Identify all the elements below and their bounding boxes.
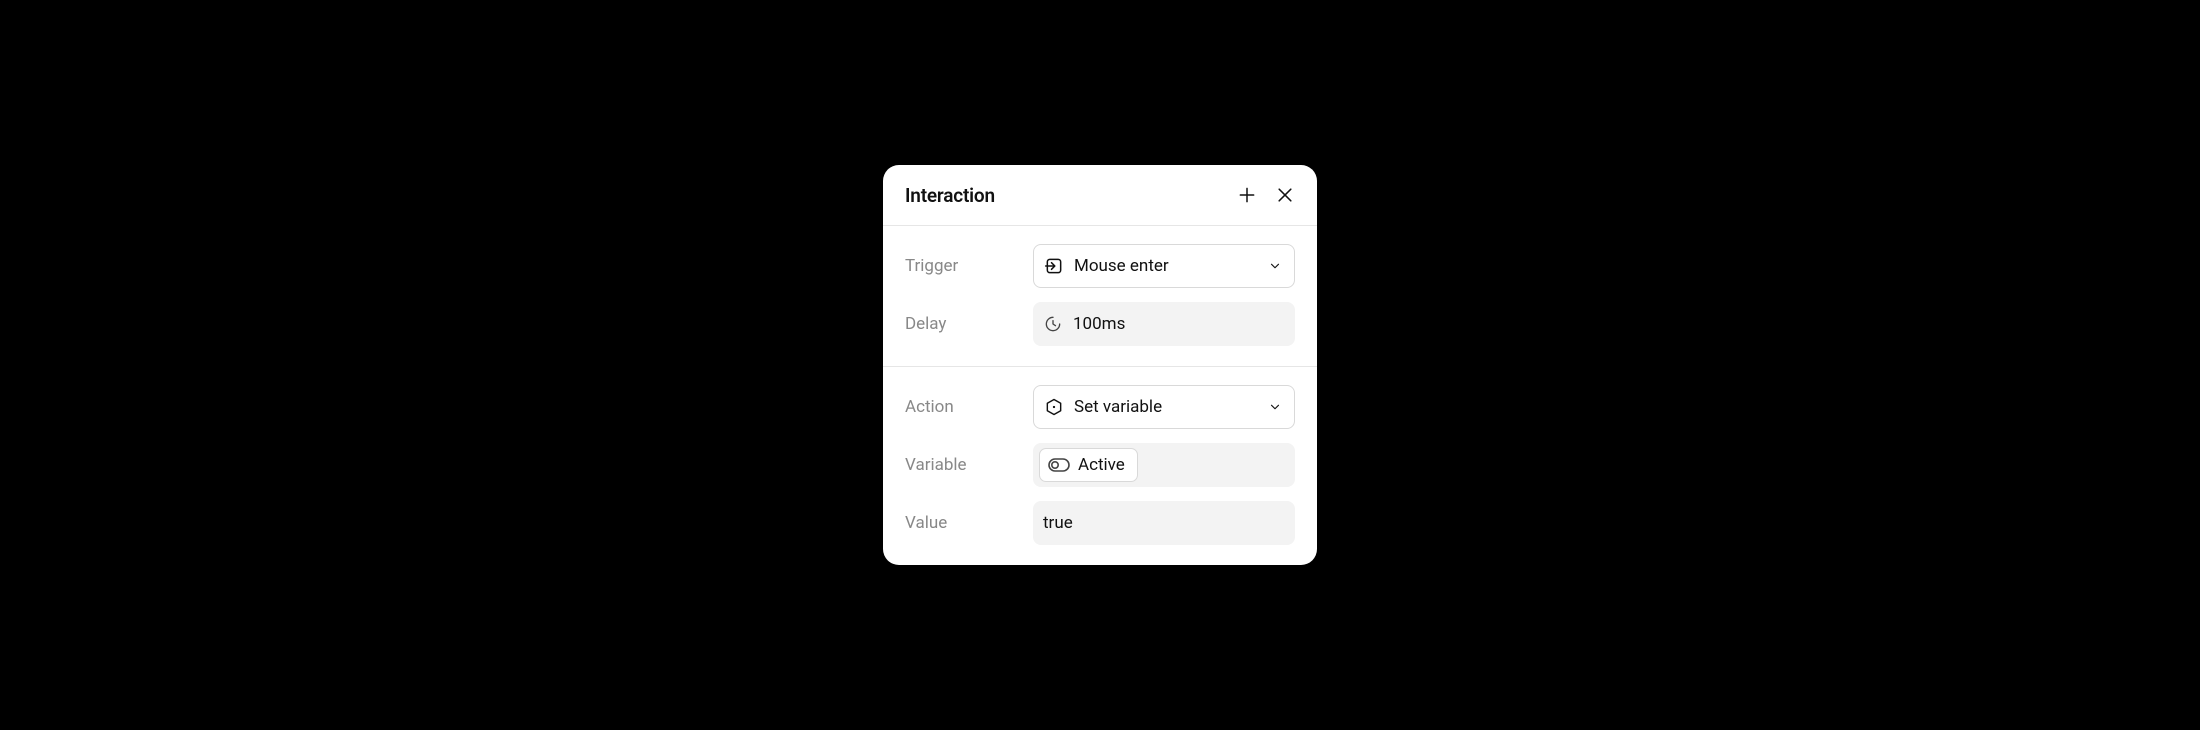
section-trigger: Trigger Mouse enter <box>883 226 1317 366</box>
row-delay: Delay 100ms <box>905 302 1295 346</box>
value-text: true <box>1043 513 1073 533</box>
variable-icon <box>1044 397 1064 417</box>
variable-chip[interactable]: Active <box>1039 448 1138 482</box>
label-value: Value <box>905 513 1015 533</box>
close-button[interactable] <box>1273 183 1297 207</box>
add-button[interactable] <box>1235 183 1259 207</box>
action-value: Set variable <box>1074 397 1162 417</box>
chevron-down-icon <box>1268 400 1282 414</box>
delay-field[interactable]: 100ms <box>1033 302 1295 346</box>
label-action: Action <box>905 397 1015 417</box>
delay-value: 100ms <box>1073 314 1125 334</box>
panel-title: Interaction <box>905 184 995 207</box>
stopwatch-icon <box>1043 314 1063 334</box>
row-value: Value true <box>905 501 1295 545</box>
plus-icon <box>1237 185 1257 205</box>
variable-chip-label: Active <box>1078 455 1125 475</box>
label-variable: Variable <box>905 455 1015 475</box>
trigger-value: Mouse enter <box>1074 256 1169 276</box>
panel-header: Interaction <box>883 165 1317 226</box>
variable-field[interactable]: Active <box>1033 443 1295 487</box>
row-trigger: Trigger Mouse enter <box>905 244 1295 288</box>
close-icon <box>1275 185 1295 205</box>
row-variable: Variable Active <box>905 443 1295 487</box>
label-delay: Delay <box>905 314 1015 334</box>
interaction-panel: Interaction Trigger <box>883 165 1317 565</box>
mouse-enter-icon <box>1044 256 1064 276</box>
toggle-icon <box>1048 458 1070 472</box>
label-trigger: Trigger <box>905 256 1015 276</box>
action-select[interactable]: Set variable <box>1033 385 1295 429</box>
value-field[interactable]: true <box>1033 501 1295 545</box>
section-action: Action Set variable <box>883 366 1317 565</box>
header-actions <box>1235 183 1297 207</box>
row-action: Action Set variable <box>905 385 1295 429</box>
chevron-down-icon <box>1268 259 1282 273</box>
trigger-select[interactable]: Mouse enter <box>1033 244 1295 288</box>
